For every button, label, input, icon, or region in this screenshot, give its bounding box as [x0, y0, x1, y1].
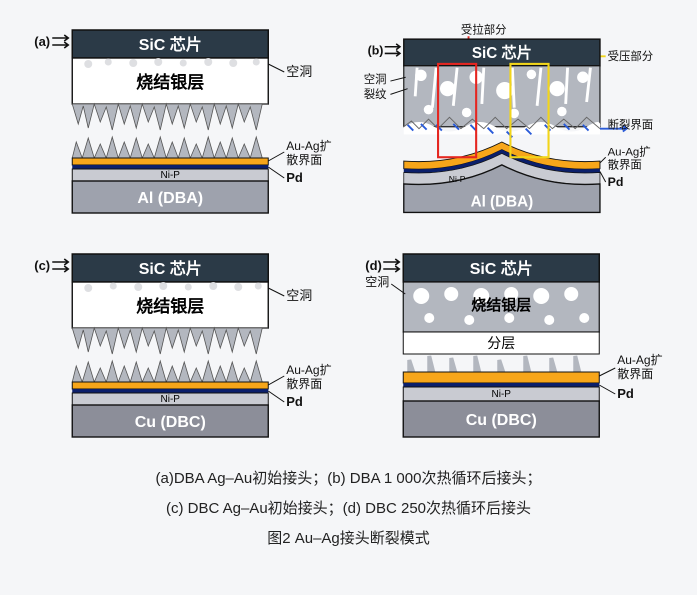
- sic-label: SiC 芯片: [139, 259, 202, 278]
- figure-caption: (a)DBA Ag–Au初始接头；(b) DBA 1 000次热循环后接头； (…: [28, 464, 669, 554]
- auag-label-2: 散界面: [286, 152, 322, 167]
- nip-label: Ni-P: [161, 394, 181, 405]
- panel-b-tag: (b): [367, 43, 383, 57]
- tension-label: 受拉部分: [460, 22, 506, 36]
- auag-label-2: 散界面: [607, 158, 641, 172]
- nip-label: Ni-P: [161, 170, 181, 181]
- sic-label: SiC 芯片: [139, 35, 202, 54]
- caption-line-1: (a)DBA Ag–Au初始接头；(b) DBA 1 000次热循环后接头；: [28, 464, 669, 494]
- panel-a-tag: (a): [34, 34, 50, 49]
- panel-c-svg: (c) SiC 芯片 烧结银层 Ni-P Cu (DBC) 空洞: [28, 246, 339, 446]
- panel-b: 受拉部分 受压部分 (b) SiC 芯片: [359, 22, 670, 222]
- sic-label: SiC 芯片: [471, 44, 531, 62]
- auag-label-2: 散界面: [617, 366, 653, 381]
- auag-label-2: 散界面: [286, 376, 322, 391]
- figure: (a) SiC 芯片 烧结银层: [0, 0, 697, 572]
- substrate-label: Cu (DBC): [135, 414, 206, 431]
- panel-d: (d) SiC 芯片 烧结银层 分层: [359, 246, 670, 446]
- substrate-label: Al (DBA): [137, 190, 203, 207]
- auag-label-1: Au-Ag扩: [286, 363, 331, 377]
- delam-label: 分层: [487, 335, 515, 351]
- nip-label: Ni-P: [448, 174, 465, 184]
- panel-d-tag: (d): [365, 258, 382, 273]
- substrate-label: Cu (DBC): [465, 412, 536, 429]
- fracture-label: 断裂界面: [607, 118, 653, 132]
- auag-label-1: Au-Ag扩: [286, 139, 331, 153]
- auag-label-1: Au-Ag扩: [607, 144, 650, 158]
- panel-a: (a) SiC 芯片 烧结银层: [28, 22, 339, 222]
- substrate-label: Al (DBA): [470, 194, 533, 211]
- nip-label: Ni-P: [491, 389, 511, 400]
- ag-label: 烧结银层: [136, 296, 204, 316]
- caption-line-2: (c) DBC Ag–Au初始接头；(d) DBC 250次热循环后接头: [28, 494, 669, 524]
- panel-c-tag: (c): [34, 258, 50, 273]
- void-label: 空洞: [363, 72, 386, 86]
- ag-label: 烧结银层: [471, 296, 531, 314]
- void-label: 空洞: [286, 64, 312, 79]
- sic-label: SiC 芯片: [469, 259, 532, 278]
- pd-label: Pd: [607, 175, 623, 189]
- ag-label: 烧结银层: [136, 72, 204, 92]
- caption-title: 图2 Au–Ag接头断裂模式: [28, 524, 669, 554]
- void-label: 空洞: [286, 288, 312, 303]
- panel-d-svg: (d) SiC 芯片 烧结银层 分层: [359, 246, 670, 446]
- void-label: 空洞: [365, 275, 389, 289]
- pd-label: Pd: [286, 394, 303, 409]
- pd-label: Pd: [617, 386, 634, 401]
- panel-a-svg: (a) SiC 芯片 烧结银层: [28, 22, 339, 222]
- auag-label-1: Au-Ag扩: [617, 353, 662, 367]
- crack-label: 裂纹: [363, 87, 386, 101]
- panel-grid: (a) SiC 芯片 烧结银层: [28, 22, 669, 446]
- pd-label: Pd: [286, 170, 303, 185]
- panel-b-svg: 受拉部分 受压部分 (b) SiC 芯片: [359, 22, 670, 222]
- compress-label: 受压部分: [607, 49, 653, 63]
- panel-c: (c) SiC 芯片 烧结银层 Ni-P Cu (DBC) 空洞: [28, 246, 339, 446]
